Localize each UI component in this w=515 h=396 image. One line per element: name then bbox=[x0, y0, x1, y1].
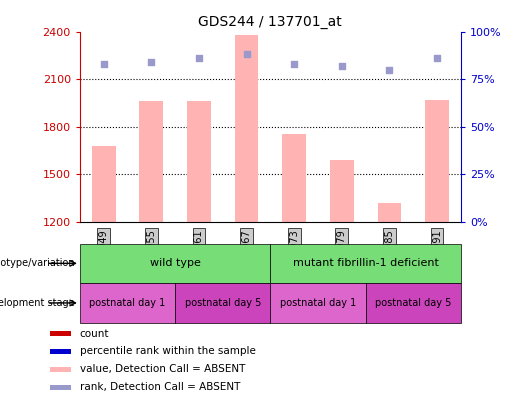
Point bbox=[338, 63, 346, 69]
Text: percentile rank within the sample: percentile rank within the sample bbox=[79, 346, 255, 356]
Text: development stage: development stage bbox=[0, 298, 75, 308]
Point bbox=[99, 61, 108, 67]
Bar bbox=[175, 283, 270, 323]
Bar bbox=[270, 283, 366, 323]
Bar bbox=[425, 100, 449, 222]
Bar bbox=[377, 203, 401, 222]
Point bbox=[147, 59, 156, 65]
Bar bbox=[50, 349, 71, 354]
Text: genotype/variation: genotype/variation bbox=[0, 258, 75, 268]
Bar bbox=[80, 244, 270, 283]
Bar bbox=[80, 283, 175, 323]
Point bbox=[195, 55, 203, 61]
Text: rank, Detection Call = ABSENT: rank, Detection Call = ABSENT bbox=[79, 382, 240, 392]
Text: value, Detection Call = ABSENT: value, Detection Call = ABSENT bbox=[79, 364, 245, 374]
Bar bbox=[50, 331, 71, 336]
Bar bbox=[50, 385, 71, 390]
Title: GDS244 / 137701_at: GDS244 / 137701_at bbox=[198, 15, 342, 29]
Point bbox=[243, 51, 251, 58]
Bar bbox=[270, 244, 461, 283]
Bar bbox=[282, 134, 306, 222]
Point bbox=[290, 61, 298, 67]
Bar bbox=[187, 101, 211, 222]
Text: count: count bbox=[79, 329, 109, 339]
Bar bbox=[366, 283, 461, 323]
Bar bbox=[235, 35, 259, 222]
Point bbox=[433, 55, 441, 61]
Text: postnatal day 5: postnatal day 5 bbox=[375, 298, 452, 308]
Bar bbox=[330, 160, 354, 222]
Bar bbox=[50, 367, 71, 372]
Text: wild type: wild type bbox=[150, 258, 200, 268]
Text: postnatal day 1: postnatal day 1 bbox=[280, 298, 356, 308]
Text: postnatal day 5: postnatal day 5 bbox=[184, 298, 261, 308]
Bar bbox=[92, 146, 115, 222]
Text: postnatal day 1: postnatal day 1 bbox=[89, 298, 166, 308]
Point bbox=[385, 67, 393, 73]
Bar bbox=[140, 101, 163, 222]
Text: mutant fibrillin-1 deficient: mutant fibrillin-1 deficient bbox=[293, 258, 439, 268]
